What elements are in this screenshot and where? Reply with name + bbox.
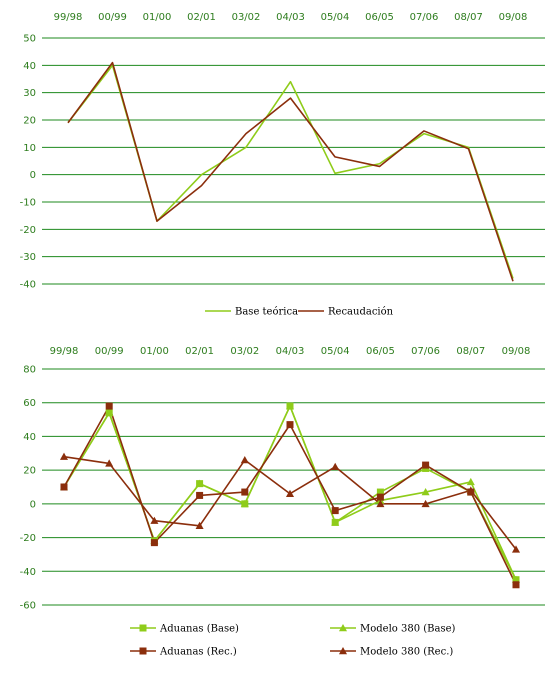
x-tick-label: 01/00 — [140, 346, 169, 357]
series-0 — [67, 64, 514, 279]
legend-item: Aduanas (Base) — [130, 624, 239, 635]
data-point — [105, 459, 114, 467]
data-point — [331, 518, 340, 526]
x-tick-label: 99/98 — [50, 346, 79, 357]
data-point — [285, 402, 295, 410]
x-tick-label: 01/00 — [143, 12, 172, 23]
y-tick-label: 80 — [23, 365, 36, 376]
data-point — [195, 521, 204, 529]
series-line — [67, 61, 514, 282]
y-tick-label: -20 — [20, 225, 36, 236]
data-point — [241, 488, 249, 496]
x-tick-label: 02/01 — [185, 346, 214, 357]
data-point — [466, 477, 475, 486]
data-point — [240, 456, 249, 464]
x-tick-label: 05/04 — [321, 346, 350, 357]
legend: Aduanas (Base) Modelo 380 (Base) Aduanas (… — [130, 624, 456, 658]
legend-label: Recaudación — [328, 307, 394, 318]
legend-item: Aduanas (Rec.) — [130, 647, 237, 658]
y-tick-label: 20 — [23, 466, 36, 477]
data-point — [286, 421, 294, 429]
data-point — [59, 452, 69, 460]
y-tick-label: 10 — [23, 143, 36, 154]
data-point — [421, 488, 430, 496]
x-tick-label: 05/04 — [321, 12, 350, 23]
legend-item: Recaudación — [298, 307, 394, 318]
chart-aduanas-modelo380: 80 60 40 20 0 -20 -40 -60 99/98 00/99 01/00 02/01 03… — [20, 346, 545, 658]
x-tick-label: 08/07 — [456, 346, 485, 357]
y-tick-label: -40 — [20, 567, 36, 578]
x-tick-label: 06/05 — [366, 346, 395, 357]
series-line — [67, 64, 514, 279]
x-tick-label: 99/98 — [54, 12, 83, 23]
x-tick-label: 00/99 — [95, 346, 124, 357]
legend-label: Modelo 380 (Rec.) — [360, 647, 453, 658]
y-tick-label: -20 — [20, 533, 36, 544]
y-tick-label: 40 — [23, 61, 36, 72]
y-tick-label: 40 — [23, 432, 36, 443]
x-tick-label: 03/02 — [230, 346, 259, 357]
legend-label: Base teórica — [235, 307, 298, 318]
legend-label: Aduanas (Base) — [159, 624, 239, 635]
y-tick-label: -10 — [20, 198, 36, 209]
data-point — [421, 499, 430, 508]
legend-item: Base teórica — [205, 307, 298, 318]
legend-item: Modelo 380 (Base) — [330, 624, 456, 635]
data-point — [376, 488, 384, 496]
x-tick-label: 06/05 — [365, 12, 394, 23]
data-point — [466, 486, 475, 494]
x-tick-label: 00/99 — [98, 12, 127, 23]
data-point — [422, 461, 430, 469]
legend-marker — [338, 646, 348, 655]
data-point — [511, 575, 521, 583]
legend-marker — [139, 624, 147, 632]
legend-label: Modelo 380 (Base) — [360, 624, 456, 635]
data-point — [60, 483, 68, 491]
data-point — [331, 462, 340, 470]
x-tick-label: 02/01 — [187, 12, 216, 23]
y-tick-label: 0 — [30, 170, 36, 181]
legend: Base teórica Recaudación — [205, 307, 394, 318]
legend-marker — [139, 647, 147, 655]
y-tick-label: 60 — [23, 398, 36, 409]
data-point — [105, 402, 113, 410]
y-tick-label: 0 — [30, 499, 36, 510]
data-point — [331, 507, 339, 515]
x-tick-label: 03/02 — [232, 12, 261, 23]
x-tick-label: 04/03 — [276, 12, 305, 23]
x-tick-label: 08/07 — [454, 12, 483, 23]
chart-base-vs-recaudacion: 50 40 30 20 10 0 -10 -20 -30 -40 99/98 00/99 01/00 02… — [20, 12, 545, 318]
y-tick-label: -40 — [20, 280, 36, 291]
data-point — [105, 408, 114, 417]
x-tick-label: 09/08 — [502, 346, 531, 357]
data-point — [240, 499, 249, 508]
data-point — [150, 539, 158, 547]
data-point — [511, 545, 521, 553]
x-tick-label: 07/06 — [411, 346, 440, 357]
series-1 — [67, 61, 514, 282]
gridlines — [42, 37, 545, 285]
y-tick-label: 20 — [23, 116, 36, 127]
y-tick-label: 50 — [23, 34, 36, 45]
data-point — [376, 499, 385, 508]
data-point — [196, 491, 204, 499]
series-markers-3 — [59, 452, 521, 553]
legend-marker — [338, 623, 348, 632]
x-tick-label: 04/03 — [276, 346, 305, 357]
y-tick-label: -30 — [20, 252, 36, 263]
data-point — [195, 479, 204, 487]
y-tick-label: -60 — [20, 601, 36, 612]
legend-item: Modelo 380 (Rec.) — [330, 647, 453, 658]
data-point — [150, 516, 159, 524]
data-point — [285, 489, 295, 497]
data-point — [512, 581, 520, 589]
x-tick-label: 09/08 — [499, 12, 528, 23]
y-tick-label: 30 — [23, 88, 36, 99]
data-point — [376, 493, 384, 501]
legend-label: Aduanas (Rec.) — [159, 647, 237, 658]
x-tick-label: 07/06 — [410, 12, 439, 23]
